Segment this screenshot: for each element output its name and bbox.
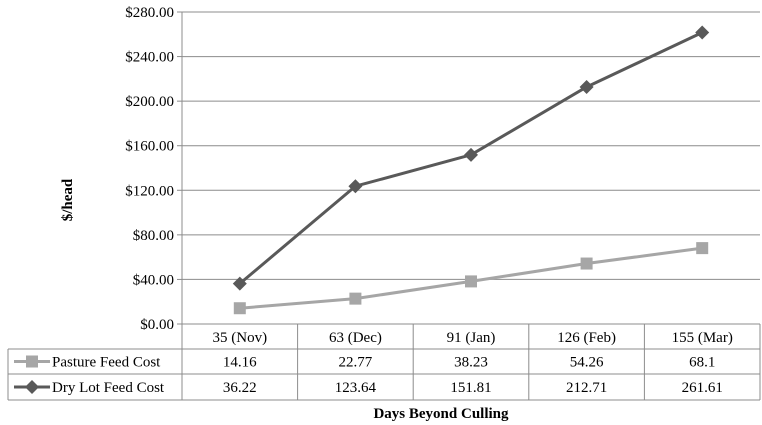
data-point [232,276,247,291]
data-label: 151.81 [450,380,491,396]
x-tick-label: 63 (Dec) [329,330,382,346]
y-axis-ticks: $0.00 $40.00 $80.00 $120.00 $160.00 $200.00 $2… [125,5,174,333]
data-point [696,242,709,255]
data-label: 38.23 [454,355,488,371]
data-label: 212.71 [566,380,607,396]
x-axis-label: Days Beyond Culling [373,406,509,422]
y-tick-label: $200.00 [125,94,174,110]
gridlines [177,11,760,325]
data-label: 123.64 [335,380,377,396]
data-point [233,302,246,315]
legend-key-marker [26,355,38,368]
y-tick-label: $40.00 [133,272,174,288]
y-tick-label: $0.00 [140,317,174,333]
legend-key-marker [25,380,39,394]
y-tick-label: $240.00 [125,50,174,66]
x-tick-label: 126 (Feb) [557,330,616,346]
y-tick-label: $120.00 [125,183,174,199]
data-point [579,79,594,94]
series-lines [232,25,710,315]
data-label: 36.22 [223,380,257,396]
legend-entry: Pasture Feed Cost [52,355,161,371]
data-point [465,275,477,288]
data-label: 261.61 [682,380,723,396]
data-label: 22.77 [339,355,373,371]
y-tick-label: $80.00 [133,228,174,244]
data-point [348,179,363,194]
legend-entry: Dry Lot Feed Cost [52,380,165,396]
y-tick-label: $280.00 [125,5,174,21]
data-point [349,292,362,305]
data-point [695,25,710,40]
y-axis-label: $/head [60,178,76,221]
data-label: 68.1 [689,355,715,371]
data-table: 35 (Nov) 63 (Dec) 91 (Jan) 126 (Feb) 155 (Ma… [7,323,761,401]
data-label: 54.26 [570,355,604,371]
x-tick-label: 155 (Mar) [672,330,733,346]
data-point [580,257,593,270]
data-label: 14.16 [223,355,257,371]
y-tick-label: $160.00 [125,139,174,155]
x-tick-label: 35 (Nov) [213,330,268,346]
data-point [464,147,478,162]
x-tick-label: 91 (Jan) [447,330,496,346]
